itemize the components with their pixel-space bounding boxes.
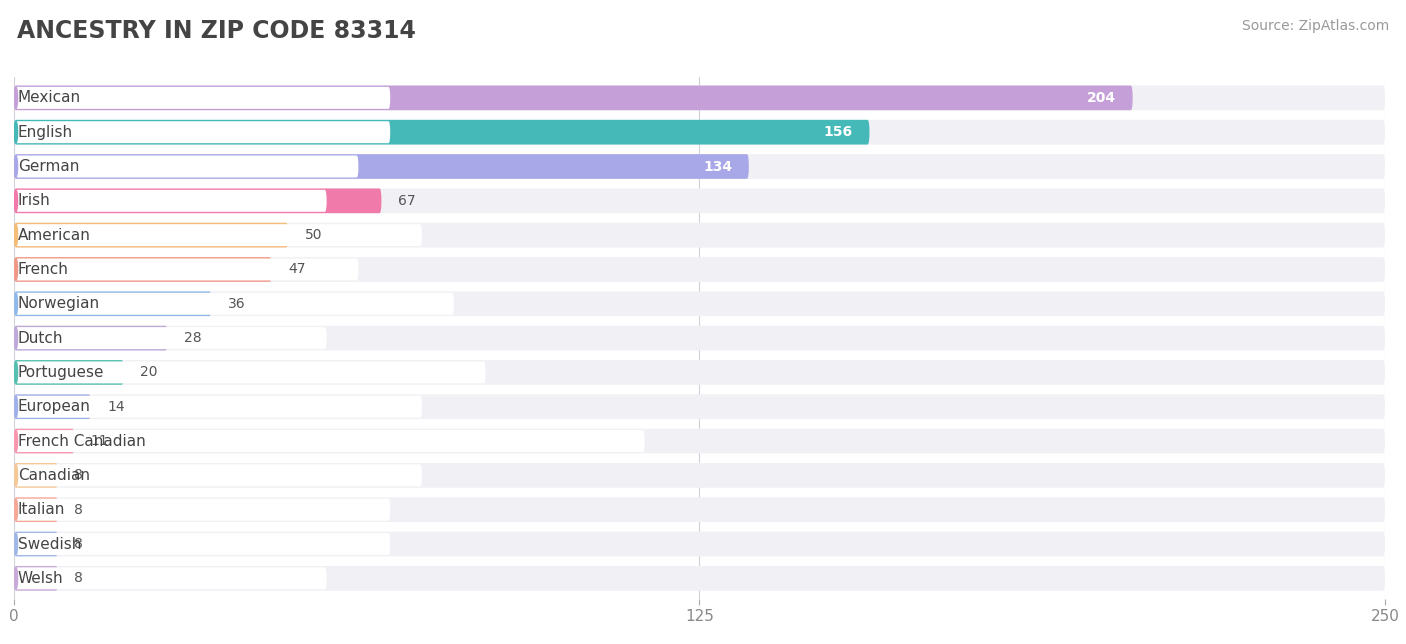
Text: 11: 11 bbox=[91, 434, 108, 448]
Text: 8: 8 bbox=[75, 537, 83, 551]
Circle shape bbox=[14, 498, 17, 520]
FancyBboxPatch shape bbox=[14, 224, 422, 246]
Text: Canadian: Canadian bbox=[18, 468, 90, 483]
FancyBboxPatch shape bbox=[14, 429, 1385, 453]
FancyBboxPatch shape bbox=[14, 326, 1385, 350]
Text: Swedish: Swedish bbox=[18, 536, 82, 551]
Circle shape bbox=[14, 224, 17, 246]
FancyBboxPatch shape bbox=[14, 223, 288, 247]
Text: European: European bbox=[18, 399, 91, 414]
Text: 204: 204 bbox=[1087, 91, 1116, 105]
Text: 156: 156 bbox=[824, 125, 853, 139]
FancyBboxPatch shape bbox=[14, 361, 485, 383]
Text: 8: 8 bbox=[75, 503, 83, 516]
Text: French: French bbox=[18, 262, 69, 277]
Text: 47: 47 bbox=[288, 263, 305, 276]
Circle shape bbox=[14, 567, 17, 589]
Circle shape bbox=[14, 327, 17, 349]
FancyBboxPatch shape bbox=[14, 258, 359, 280]
Text: ANCESTRY IN ZIP CODE 83314: ANCESTRY IN ZIP CODE 83314 bbox=[17, 19, 416, 43]
Text: Mexican: Mexican bbox=[18, 90, 82, 106]
Circle shape bbox=[14, 361, 17, 383]
Text: 50: 50 bbox=[305, 228, 322, 242]
FancyBboxPatch shape bbox=[14, 155, 359, 178]
FancyBboxPatch shape bbox=[14, 498, 391, 520]
FancyBboxPatch shape bbox=[14, 360, 1385, 384]
Circle shape bbox=[14, 464, 17, 486]
Text: English: English bbox=[18, 125, 73, 140]
Text: Irish: Irish bbox=[18, 193, 51, 208]
FancyBboxPatch shape bbox=[14, 292, 1385, 316]
FancyBboxPatch shape bbox=[14, 223, 1385, 247]
FancyBboxPatch shape bbox=[14, 87, 391, 109]
FancyBboxPatch shape bbox=[14, 497, 1385, 522]
FancyBboxPatch shape bbox=[14, 293, 454, 315]
FancyBboxPatch shape bbox=[14, 189, 1385, 213]
FancyBboxPatch shape bbox=[14, 189, 381, 213]
Text: 20: 20 bbox=[141, 365, 157, 379]
Text: Portuguese: Portuguese bbox=[18, 365, 104, 380]
Circle shape bbox=[14, 155, 17, 178]
FancyBboxPatch shape bbox=[14, 396, 422, 418]
FancyBboxPatch shape bbox=[14, 360, 124, 384]
FancyBboxPatch shape bbox=[14, 394, 1385, 419]
Text: 67: 67 bbox=[398, 194, 416, 208]
Text: 8: 8 bbox=[75, 468, 83, 482]
FancyBboxPatch shape bbox=[14, 154, 749, 179]
FancyBboxPatch shape bbox=[14, 497, 58, 522]
FancyBboxPatch shape bbox=[14, 463, 58, 488]
Text: Source: ZipAtlas.com: Source: ZipAtlas.com bbox=[1241, 19, 1389, 33]
Text: 28: 28 bbox=[184, 331, 201, 345]
Text: French Canadian: French Canadian bbox=[18, 433, 146, 449]
FancyBboxPatch shape bbox=[14, 121, 391, 143]
Text: Norwegian: Norwegian bbox=[18, 296, 100, 311]
Text: German: German bbox=[18, 159, 79, 174]
FancyBboxPatch shape bbox=[14, 532, 58, 556]
Circle shape bbox=[14, 190, 17, 212]
FancyBboxPatch shape bbox=[14, 120, 869, 144]
FancyBboxPatch shape bbox=[14, 464, 422, 486]
Text: 134: 134 bbox=[703, 160, 733, 173]
Text: 8: 8 bbox=[75, 571, 83, 585]
FancyBboxPatch shape bbox=[14, 154, 1385, 179]
FancyBboxPatch shape bbox=[14, 567, 326, 589]
FancyBboxPatch shape bbox=[14, 430, 644, 452]
Text: 14: 14 bbox=[107, 400, 125, 413]
FancyBboxPatch shape bbox=[14, 257, 1385, 282]
Circle shape bbox=[14, 430, 17, 452]
FancyBboxPatch shape bbox=[14, 120, 1385, 144]
FancyBboxPatch shape bbox=[14, 190, 326, 212]
FancyBboxPatch shape bbox=[14, 566, 1385, 591]
Text: 36: 36 bbox=[228, 297, 246, 311]
FancyBboxPatch shape bbox=[14, 86, 1385, 110]
Text: Welsh: Welsh bbox=[18, 571, 63, 586]
FancyBboxPatch shape bbox=[14, 532, 1385, 556]
Circle shape bbox=[14, 533, 17, 555]
FancyBboxPatch shape bbox=[14, 326, 167, 350]
Text: Italian: Italian bbox=[18, 502, 65, 517]
Circle shape bbox=[14, 258, 17, 280]
FancyBboxPatch shape bbox=[14, 394, 91, 419]
FancyBboxPatch shape bbox=[14, 257, 271, 282]
FancyBboxPatch shape bbox=[14, 327, 326, 349]
FancyBboxPatch shape bbox=[14, 292, 211, 316]
Text: Dutch: Dutch bbox=[18, 330, 63, 346]
FancyBboxPatch shape bbox=[14, 566, 58, 591]
Text: American: American bbox=[18, 227, 91, 243]
Circle shape bbox=[14, 293, 17, 315]
Circle shape bbox=[14, 87, 17, 109]
FancyBboxPatch shape bbox=[14, 429, 75, 453]
Circle shape bbox=[14, 396, 17, 418]
FancyBboxPatch shape bbox=[14, 86, 1133, 110]
FancyBboxPatch shape bbox=[14, 533, 391, 555]
FancyBboxPatch shape bbox=[14, 463, 1385, 488]
Circle shape bbox=[14, 121, 17, 143]
